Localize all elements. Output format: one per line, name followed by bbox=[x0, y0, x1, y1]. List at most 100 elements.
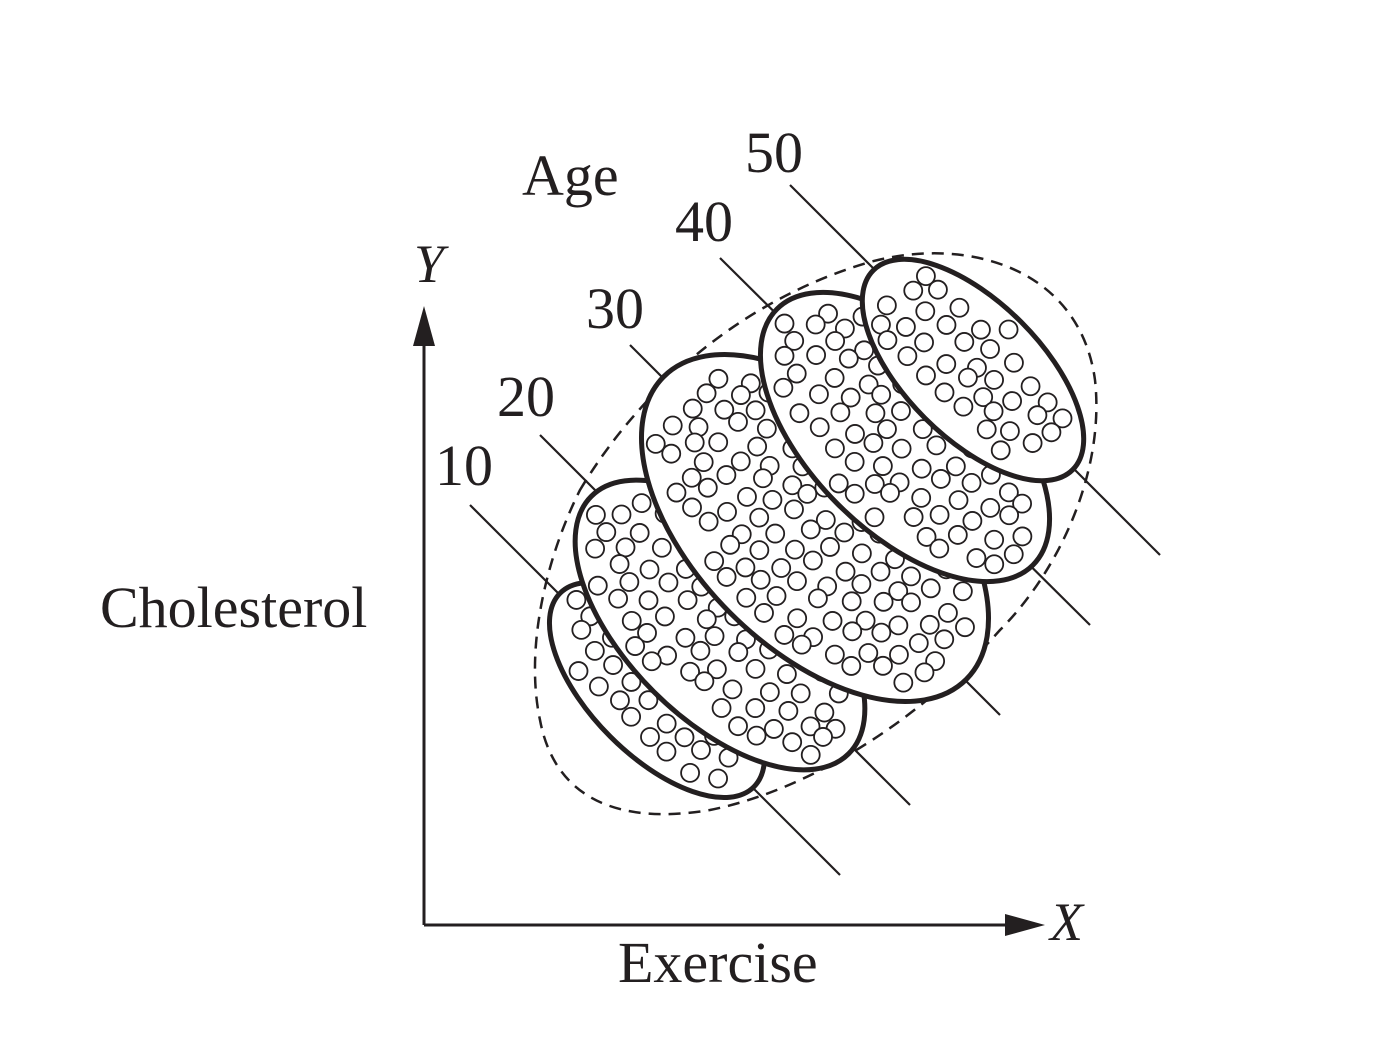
sample-point bbox=[945, 456, 966, 477]
sample-point bbox=[929, 504, 950, 525]
sample-point bbox=[759, 682, 780, 703]
sample-point bbox=[603, 655, 623, 675]
sample-point bbox=[824, 368, 845, 388]
sample-point bbox=[825, 438, 845, 459]
sample-point bbox=[730, 451, 751, 472]
sample-point bbox=[728, 642, 749, 662]
sample-point bbox=[625, 636, 646, 656]
sample-point bbox=[619, 572, 640, 592]
sample-point bbox=[704, 551, 725, 571]
sample-point bbox=[771, 558, 792, 578]
sample-point bbox=[1012, 526, 1033, 547]
sample-point bbox=[877, 330, 898, 351]
x-axis-label: Exercise bbox=[618, 930, 818, 995]
sample-point bbox=[934, 382, 955, 403]
sample-point bbox=[1003, 544, 1024, 565]
sample-point bbox=[638, 590, 659, 611]
sample-point bbox=[615, 537, 636, 558]
sample-point bbox=[830, 402, 851, 423]
sample-point bbox=[903, 507, 924, 527]
sample-point bbox=[800, 744, 821, 765]
sample-point bbox=[897, 346, 918, 367]
sample-point bbox=[656, 713, 677, 734]
sample-point bbox=[568, 661, 589, 681]
sample-point bbox=[774, 625, 795, 645]
sample-point bbox=[704, 626, 725, 647]
sample-point bbox=[806, 345, 827, 365]
sample-point bbox=[805, 314, 826, 335]
sample-point bbox=[651, 537, 672, 558]
sample-point bbox=[747, 436, 768, 457]
sample-point bbox=[662, 415, 683, 436]
sample-point bbox=[774, 313, 795, 334]
sample-point bbox=[842, 621, 863, 642]
sample-point bbox=[588, 676, 609, 697]
sample-point bbox=[955, 617, 975, 638]
sample-point bbox=[587, 575, 608, 596]
sample-point bbox=[800, 519, 821, 540]
sample-point bbox=[737, 486, 757, 507]
sample-point bbox=[675, 627, 696, 648]
sample-point bbox=[631, 493, 652, 513]
sample-point bbox=[746, 725, 767, 746]
age-label-30: 30 bbox=[586, 276, 644, 341]
sample-point bbox=[791, 634, 812, 655]
sample-point bbox=[684, 432, 705, 453]
sample-point bbox=[608, 588, 629, 609]
sample-point bbox=[611, 504, 632, 525]
sample-point bbox=[728, 716, 748, 737]
sample-point bbox=[835, 561, 856, 582]
sample-point bbox=[952, 581, 973, 602]
sample-point bbox=[762, 489, 783, 510]
sample-point bbox=[814, 702, 835, 723]
sample-point bbox=[813, 727, 833, 747]
sample-point bbox=[971, 319, 991, 340]
sample-point bbox=[697, 477, 718, 498]
sample-point bbox=[895, 317, 916, 337]
sample-point bbox=[984, 554, 1005, 575]
sample-point bbox=[901, 566, 921, 587]
sample-point bbox=[903, 280, 924, 301]
sample-point bbox=[984, 369, 1004, 390]
sample-point bbox=[716, 567, 737, 587]
sample-point bbox=[953, 396, 974, 417]
sample-point bbox=[1027, 405, 1048, 426]
sample-point bbox=[749, 507, 770, 528]
sample-point bbox=[889, 644, 909, 665]
sample-point bbox=[870, 561, 891, 582]
sample-point bbox=[640, 727, 660, 747]
sample-point bbox=[1022, 433, 1043, 453]
sample-point bbox=[845, 424, 865, 444]
sample-point bbox=[682, 398, 703, 419]
sample-point bbox=[716, 465, 737, 485]
sample-point bbox=[774, 345, 795, 366]
age-label-50: 50 bbox=[745, 120, 803, 185]
sample-point bbox=[1002, 391, 1023, 411]
sample-point bbox=[929, 538, 950, 559]
sample-point bbox=[865, 403, 886, 424]
axes bbox=[413, 306, 1045, 936]
sample-point bbox=[1041, 422, 1062, 443]
sample-point bbox=[621, 706, 642, 727]
sample-point bbox=[877, 419, 897, 440]
sample-point bbox=[749, 540, 770, 561]
x-axis-arrowhead bbox=[1005, 914, 1045, 936]
sample-point bbox=[730, 385, 751, 405]
sample-point bbox=[789, 403, 810, 424]
sample-point bbox=[825, 331, 846, 351]
sample-point bbox=[763, 719, 784, 739]
sample-point bbox=[784, 499, 804, 520]
sample-point bbox=[915, 301, 936, 322]
sample-point bbox=[916, 365, 936, 386]
sample-point bbox=[980, 497, 1001, 518]
sample-point bbox=[666, 482, 687, 503]
sample-point bbox=[1000, 421, 1020, 441]
sample-point bbox=[851, 574, 872, 594]
sample-point bbox=[790, 683, 811, 704]
sample-point bbox=[930, 469, 951, 489]
sample-point bbox=[844, 451, 865, 472]
group-heading: Age bbox=[522, 143, 619, 208]
sample-point bbox=[661, 443, 682, 464]
sample-point bbox=[566, 590, 587, 610]
sample-point bbox=[1004, 352, 1024, 373]
